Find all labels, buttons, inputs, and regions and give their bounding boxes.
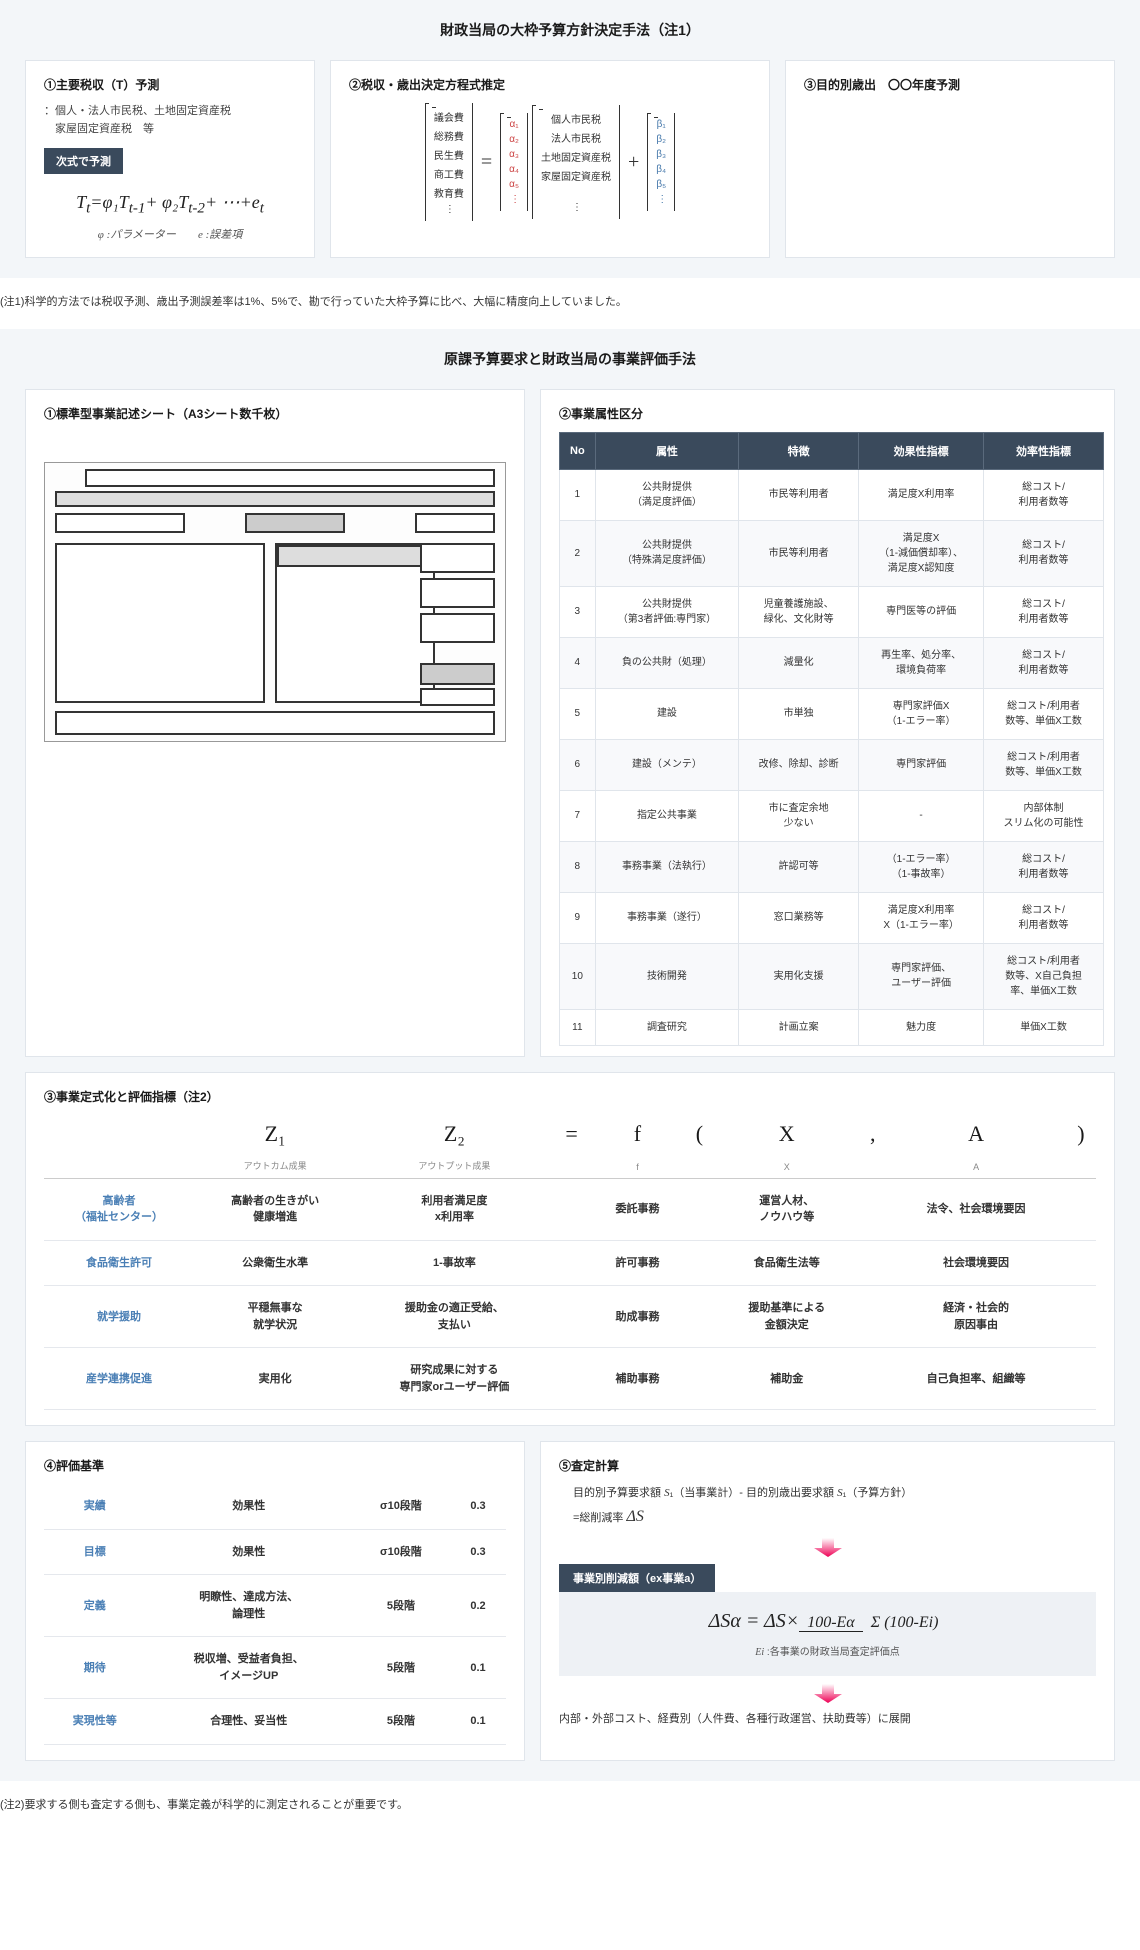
bottom-row: ④評価基準 実績効果性σ10段階0.3目標効果性σ10段階0.3定義明瞭性、達成… xyxy=(25,1441,1115,1761)
matrix-alpha: α₁α₂α₃α₄α₅⋮ xyxy=(500,113,528,211)
formula-badge: 次式で予測 xyxy=(44,148,123,174)
reduction-formula: ΔSα = ΔS×100-EαΣ (100-Ei) Ei :各事業の財政当局査定… xyxy=(559,1592,1096,1676)
formula-legend: φ :パラメーター e :誤差項 xyxy=(44,226,296,242)
formalization-box: ③事業定式化と評価指標（注2） Z₁ Z₂ = f ( X , A ) アウト xyxy=(25,1072,1115,1427)
box-title: ③目的別歳出 〇〇年度予測 xyxy=(804,76,1096,93)
arrow-down-icon xyxy=(559,1682,1096,1704)
sheet-box: ①標準型事業記述シート（A3シート数千枚） xyxy=(25,389,525,1057)
criteria-table: 実績効果性σ10段階0.3目標効果性σ10段階0.3定義明瞭性、達成方法、 論理… xyxy=(44,1484,506,1745)
box-row: ①主要税収（T）予測 ：個人・法人市民税、土地固定資産税 家屋固定資産税 等 次… xyxy=(25,60,1115,258)
tax-forecast-box: ①主要税収（T）予測 ：個人・法人市民税、土地固定資産税 家屋固定資産税 等 次… xyxy=(25,60,315,258)
matrix-equation: 議会費総務費民生費商工費教育費⋮ = α₁α₂α₃α₄α₅⋮ 個人市民税法人市民… xyxy=(349,103,751,221)
box-title: ①主要税収（T）予測 xyxy=(44,76,296,93)
box-title: ②税収・歳出決定方程式推定 xyxy=(349,76,751,93)
evaluation-panel: 原課予算要求と財政当局の事業評価手法 ①標準型事業記述シート（A3シート数千枚） xyxy=(0,329,1140,1781)
matrix-expense: 議会費総務費民生費商工費教育費⋮ xyxy=(425,103,473,221)
calc-badge: 事業別削減額（ex事業a） xyxy=(559,1564,715,1592)
formula-table: Z₁ Z₂ = f ( X , A ) アウトカム成果 アウトプット成果 f xyxy=(44,1115,1096,1411)
criteria-box: ④評価基準 実績効果性σ10段階0.3目標効果性σ10段階0.3定義明瞭性、達成… xyxy=(25,1441,525,1761)
box-title: ⑤査定計算 xyxy=(559,1457,1096,1474)
equation-box: ②税収・歳出決定方程式推定 議会費総務費民生費商工費教育費⋮ = α₁α₂α₃α… xyxy=(330,60,770,258)
calc-text: 目的別予算要求額 S₁（当事業計）- 目的別歳出要求額 S₁（予算方針） =総削… xyxy=(573,1484,1096,1530)
plus-sign: + xyxy=(628,151,639,174)
calculation-box: ⑤査定計算 目的別予算要求額 S₁（当事業計）- 目的別歳出要求額 S₁（予算方… xyxy=(540,1441,1115,1761)
arrow-down-icon xyxy=(559,1536,1096,1558)
panel-title: 財政当局の大枠予算方針決定手法（注1） xyxy=(25,20,1115,40)
equals-sign: = xyxy=(481,151,492,174)
ar-formula: Tt=φ₁Tt-1+ φ₂Tt-2+ ⋯+et xyxy=(44,192,296,218)
purpose-forecast-box: ③目的別歳出 〇〇年度予測 xyxy=(785,60,1115,258)
box-title: ③事業定式化と評価指標（注2） xyxy=(44,1088,1096,1105)
footnote-2: (注2)要求する側も査定する側も、事業定義が科学的に測定されることが重要です。 xyxy=(0,1796,1140,1812)
attribute-table: No属性特徴効果性指標効率性指標 1公共財提供 （満足度評価）市民等利用者満足度… xyxy=(559,432,1104,1046)
top-row: ①標準型事業記述シート（A3シート数千枚） ②事業属性区分 xyxy=(25,389,1115,1057)
matrix-tax: 個人市民税法人市民税土地固定資産税家屋固定資産税 ⋮ xyxy=(532,105,620,219)
attribute-box: ②事業属性区分 No属性特徴効果性指標効率性指標 1公共財提供 （満足度評価）市… xyxy=(540,389,1115,1057)
box-title: ①標準型事業記述シート（A3シート数千枚） xyxy=(44,405,506,422)
matrix-beta: β₁β₂β₃β₄β₅⋮ xyxy=(647,113,675,211)
calc-expand: 内部・外部コスト、経費別（人件費、各種行政運営、扶助費等）に展開 xyxy=(559,1710,1096,1726)
panel-title: 原課予算要求と財政当局の事業評価手法 xyxy=(25,349,1115,369)
box-sub: ：個人・法人市民税、土地固定資産税 家屋固定資産税 等 xyxy=(44,103,296,138)
a3-sheet-image xyxy=(44,462,506,742)
footnote-1: (注1)科学的方法では税収予測、歳出予測誤差率は1%、5%で、勘で行っていた大枠… xyxy=(0,293,1140,309)
policy-method-panel: 財政当局の大枠予算方針決定手法（注1） ①主要税収（T）予測 ：個人・法人市民税… xyxy=(0,0,1140,278)
box-title: ②事業属性区分 xyxy=(559,405,1104,422)
box-title: ④評価基準 xyxy=(44,1457,506,1474)
